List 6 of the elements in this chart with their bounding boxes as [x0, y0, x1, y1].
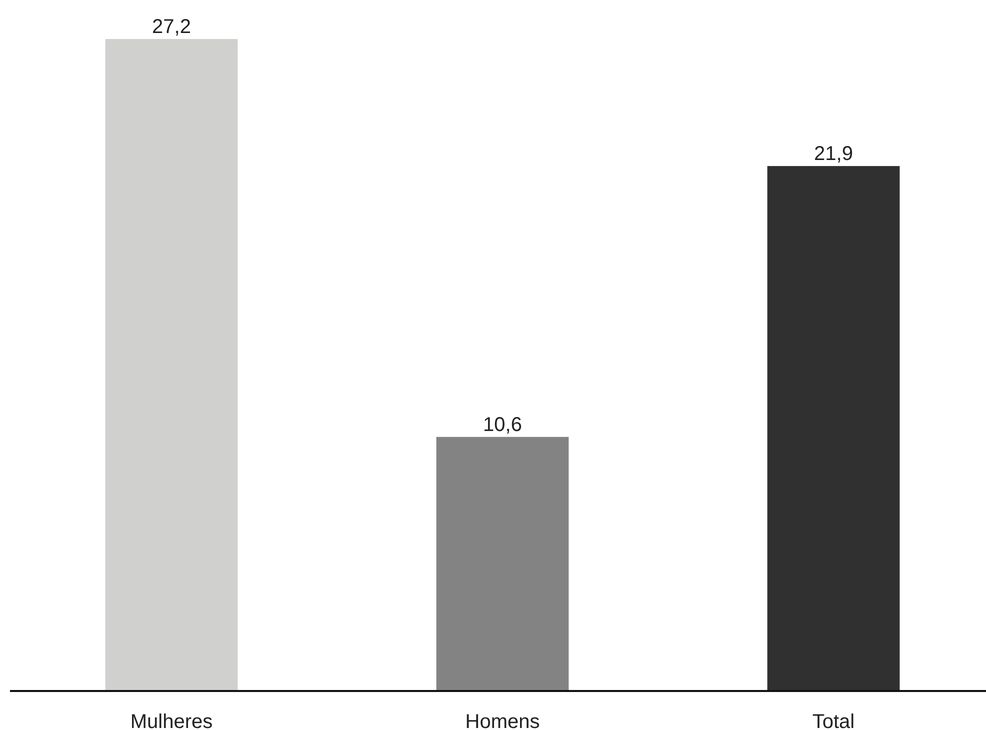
x-tick-label: Homens — [465, 711, 540, 730]
x-tick-label: Mulheres — [130, 711, 213, 730]
data-label: 10,6 — [483, 414, 522, 436]
data-label: 21,9 — [814, 143, 853, 166]
x-tick-label: Total — [812, 711, 855, 730]
data-label: 27,2 — [152, 16, 191, 38]
